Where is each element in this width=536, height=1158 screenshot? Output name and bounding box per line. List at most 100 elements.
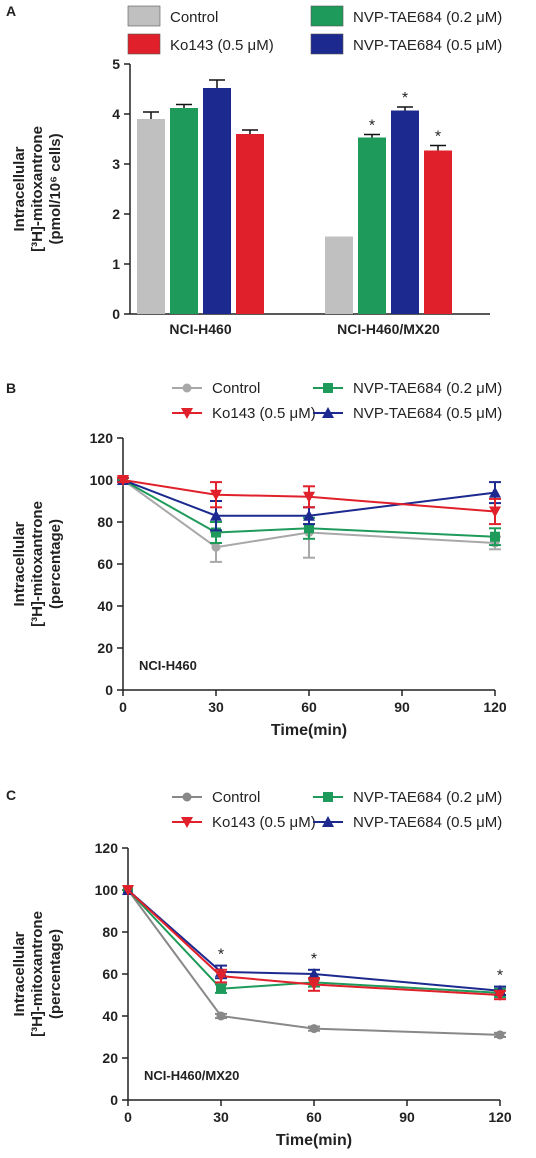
y-tick-label: 20 [102,1050,118,1066]
legend-swatch [127,5,161,27]
legend-label: NVP-TAE684 (0.2 μM) [353,380,502,397]
y-axis-label-line3: (percentage) [47,929,64,1019]
data-point [308,979,320,991]
x-tick-label: 30 [208,699,224,715]
legend-swatch [310,5,344,27]
data-point [303,491,315,503]
significance-star: * [402,90,408,107]
legend-label: NVP-TAE684 (0.2 μM) [353,9,502,26]
x-tick-label: 60 [301,699,317,715]
series-line [127,889,501,994]
bar [424,150,452,314]
y-axis-label-line2: [³H]-mitoxantrone [29,501,46,627]
x-category-label: NCI-H460/MX20 [337,321,440,337]
cell-line-label: NCI-H460 [139,658,197,673]
series-line [127,889,501,1036]
data-point [489,486,501,498]
y-tick-label: 40 [97,598,113,614]
series-line [122,479,496,538]
y-tick-label: 40 [102,1008,118,1024]
legend-marker [181,817,193,828]
data-point [216,1011,226,1021]
x-axis-label: Time(min) [271,722,347,739]
bar [236,134,264,314]
panel-label-b: B [6,380,16,396]
x-tick-label: 30 [213,1109,229,1125]
legend-marker [322,816,334,827]
y-axis-label-line1: Intracellular [11,146,28,231]
data-point [211,527,221,538]
y-tick-label: 20 [97,640,113,656]
panel-a: Control NVP-TAE684 (0.2 μM) Ko143 (0.5 μM)… [11,5,502,337]
y-tick-label: 0 [110,1092,118,1108]
y-tick-label: 5 [112,56,120,72]
y-tick-label: 120 [90,430,114,446]
data-point [210,489,222,501]
y-tick-label: 0 [112,306,120,322]
bar [137,119,165,314]
x-tick-label: 120 [483,699,507,715]
x-tick-label: 90 [399,1109,415,1125]
data-point [490,531,500,542]
y-tick-label: 2 [112,206,120,222]
data-point [211,542,221,552]
data-point [309,1024,319,1034]
series-line [122,479,496,513]
x-tick-label: 0 [119,699,127,715]
data-point [308,968,320,979]
x-tick-label: 60 [306,1109,322,1125]
y-axis-label-line3: (pmol/10⁶ cells) [47,133,64,244]
legend-label: NVP-TAE684 (0.5 μM) [353,37,502,54]
legend-marker [322,407,334,418]
significance-star: * [435,129,441,146]
legend-marker [323,792,333,802]
significance-star: * [497,968,503,985]
x-tick-label: 90 [394,699,410,715]
legend-marker [182,383,192,393]
series-line [127,889,501,996]
y-tick-label: 120 [95,840,119,856]
significance-star: * [218,947,224,964]
y-axis-label-line1: Intracellular [11,931,28,1016]
series [122,885,506,1001]
data-point [489,506,501,518]
panel-label-c: C [6,787,16,803]
legend: Control NVP-TAE684 (0.2 μM) Ko143 (0.5 μM)… [172,380,502,422]
y-tick-label: 100 [90,472,114,488]
y-tick-label: 0 [105,682,113,698]
legend-a: Control NVP-TAE684 (0.2 μM) Ko143 (0.5 μM)… [127,5,502,55]
y-axis-label-line2: [³H]-mitoxantrone [29,126,46,252]
y-tick-label: 4 [112,106,120,122]
panel-b: Control NVP-TAE684 (0.2 μM) Ko143 (0.5 μM)… [11,380,507,739]
series-line [127,889,501,992]
legend-label: Control [170,9,218,26]
y-tick-label: 60 [97,556,113,572]
legend-swatch [310,33,344,55]
legend-marker [323,383,333,393]
legend-marker [181,408,193,419]
legend-label: Ko143 (0.5 μM) [212,405,316,422]
bar [170,108,198,314]
legend-label: Control [212,380,260,397]
y-tick-label: 80 [97,514,113,530]
legend-label: Control [212,789,260,806]
y-tick-label: 80 [102,924,118,940]
significance-star: * [369,118,375,135]
y-tick-label: 3 [112,156,120,172]
data-point [215,971,227,983]
y-tick-label: 100 [95,882,119,898]
data-point [304,523,314,534]
legend-label: Ko143 (0.5 μM) [170,37,274,54]
data-point [117,475,129,486]
y-axis-label-line3: (percentage) [47,519,64,609]
legend-label: NVP-TAE684 (0.5 μM) [353,814,502,831]
x-category-label: NCI-H460 [169,321,231,337]
data-point [494,990,506,1001]
data-point [495,1030,505,1040]
data-point [122,885,134,896]
data-point [210,509,222,521]
series [117,475,501,526]
legend-label: NVP-TAE684 (0.2 μM) [353,789,502,806]
panel-label-a: A [6,3,16,19]
x-tick-label: 0 [124,1109,132,1125]
